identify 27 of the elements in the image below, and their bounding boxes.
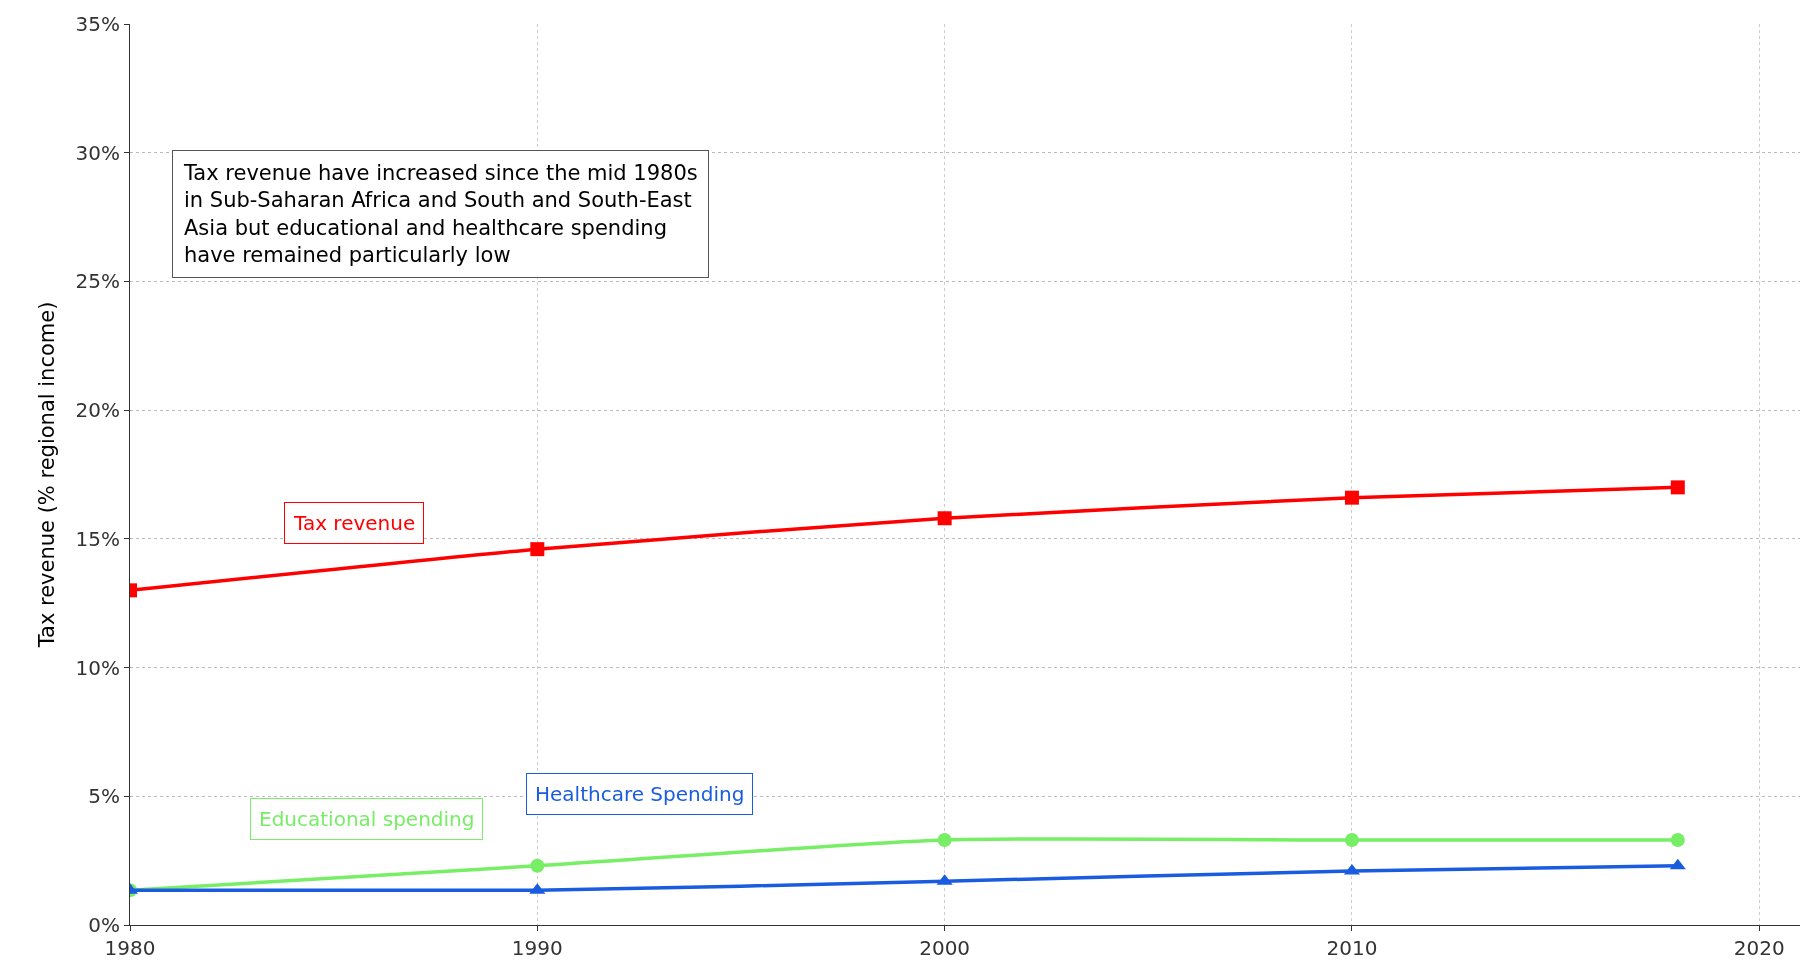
x-tick-label: 2020 [1733,936,1785,960]
text: Healthcare Spending [535,782,745,806]
annotation: Tax revenue have increased since the mid 1980s in Sub-Saharan Africa and South and South-East Asia but educational and healthcare spending have remained particularly low [183,161,698,267]
point [1344,490,1359,505]
y-axis-title: Tax revenue (% regional income) [34,301,59,649]
point [937,511,952,526]
point [1670,833,1685,848]
x-tick-label: 2000 [919,936,971,960]
y-tick-label: 25% [75,269,120,294]
x-tick-label: 2010 [1326,936,1378,960]
series-label: Tax revenue [293,511,416,535]
x-tick-label: 1980 [104,936,156,960]
y-tick-label: 20% [75,398,120,423]
series-label: Educational spending [259,807,475,831]
y-tick-label: 0% [88,913,120,937]
x-tick-label: 1990 [511,936,563,960]
point [1344,833,1359,848]
y-tick-label: 15% [75,526,120,551]
point [530,542,545,557]
point [530,858,545,873]
point [937,833,952,848]
y-tick-label: 10% [75,655,120,680]
point [1669,858,1686,870]
y-tick-label: 35% [75,12,120,36]
point [1670,480,1685,495]
y-tick-label: 5% [88,784,120,809]
y-tick-label: 30% [75,140,120,165]
